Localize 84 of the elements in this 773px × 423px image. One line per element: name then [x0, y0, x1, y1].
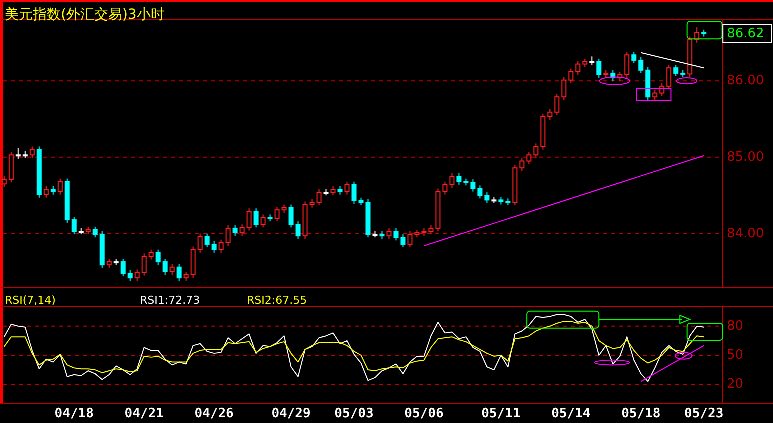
- candlestick: [176, 264, 182, 282]
- chart-title: 美元指数(外汇交易)3小时: [5, 6, 165, 23]
- candlestick: [400, 234, 406, 248]
- x-tick-label: 05/06: [404, 406, 444, 422]
- candlestick: [232, 224, 238, 237]
- candlestick: [30, 146, 35, 159]
- x-tick-label: 04/21: [124, 406, 164, 422]
- candlestick: [120, 258, 126, 278]
- candlestick: [16, 148, 21, 160]
- candlestick: [148, 249, 154, 260]
- y-tick-label: 84.00: [727, 226, 764, 242]
- x-tick-label: 05/23: [684, 406, 724, 422]
- x-tick-label: 05/03: [334, 406, 374, 422]
- candlestick: [226, 224, 231, 247]
- text: RSI1:72.73: [140, 294, 200, 308]
- candlestick: [450, 172, 455, 188]
- candlestick: [162, 258, 168, 276]
- candlestick: [624, 52, 630, 79]
- candlestick: [288, 204, 294, 228]
- candlestick: [330, 186, 336, 196]
- candlestick: [316, 189, 322, 206]
- candlestick: [142, 253, 147, 276]
- candlestick: [134, 269, 140, 282]
- candlestick: [92, 226, 98, 238]
- y-tick-label: 80: [727, 318, 744, 334]
- text: RSI2:67.55: [247, 294, 308, 308]
- candlestick: [638, 56, 644, 74]
- candlestick: [548, 108, 553, 121]
- candlestick: [212, 240, 217, 254]
- candlestick: [596, 58, 602, 79]
- candlestick: [58, 178, 63, 196]
- candlestick: [260, 214, 266, 228]
- x-tick-label: 05/11: [482, 406, 521, 422]
- x-tick-label: 05/18: [622, 406, 661, 422]
- candlestick: [666, 64, 672, 90]
- candlestick: [568, 68, 574, 84]
- candlestick: [72, 216, 77, 236]
- y-tick-label: 86.00: [727, 74, 764, 89]
- y-tick-label: 50: [727, 348, 744, 364]
- candlestick: [106, 258, 112, 269]
- candlestick: [576, 60, 581, 76]
- candlestick: [274, 206, 280, 222]
- candlestick: [674, 64, 679, 77]
- candlestick: [394, 228, 399, 242]
- candlestick: [534, 143, 539, 159]
- candlestick: [128, 270, 133, 282]
- candlestick: [484, 192, 490, 204]
- candlestick: [240, 224, 245, 237]
- candlestick: [428, 224, 434, 236]
- candlestick: [652, 90, 658, 101]
- y-tick-label: 20: [727, 377, 744, 392]
- candlestick: [344, 181, 350, 196]
- y-tick-label: 85.00: [727, 150, 764, 165]
- candlestick: [632, 52, 637, 64]
- candlestick: [386, 228, 392, 240]
- candlestick: [246, 208, 252, 232]
- candlestick: [296, 221, 301, 240]
- chart-title: RSI(7,14): [5, 294, 56, 308]
- x-tick-label: 05/14: [552, 406, 591, 422]
- candlestick: [478, 185, 483, 200]
- candlestick: [520, 158, 525, 172]
- candlestick: [456, 172, 462, 186]
- candlestick: [44, 186, 49, 198]
- candlestick: [562, 76, 567, 101]
- candlestick: [184, 271, 189, 282]
- candlestick: [554, 94, 560, 116]
- candlestick: [218, 239, 224, 254]
- candlestick: [170, 264, 175, 276]
- candlestick: [198, 233, 203, 254]
- candlestick: [156, 249, 161, 266]
- x-tick-label: 04/29: [272, 406, 311, 422]
- x-tick-label: 04/26: [194, 406, 234, 422]
- candlestick: [442, 181, 448, 196]
- candlestick: [254, 208, 259, 228]
- candlestick: [408, 231, 413, 248]
- candlestick: [352, 181, 357, 205]
- candlestick: [2, 176, 7, 188]
- candlestick: [470, 179, 476, 192]
- candlestick: [694, 27, 700, 44]
- x-tick-label: 04/18: [54, 406, 94, 422]
- candlestick: [204, 233, 210, 248]
- annotation: 86.62: [727, 26, 764, 42]
- candlestick: [526, 152, 532, 165]
- candlestick: [660, 82, 665, 97]
